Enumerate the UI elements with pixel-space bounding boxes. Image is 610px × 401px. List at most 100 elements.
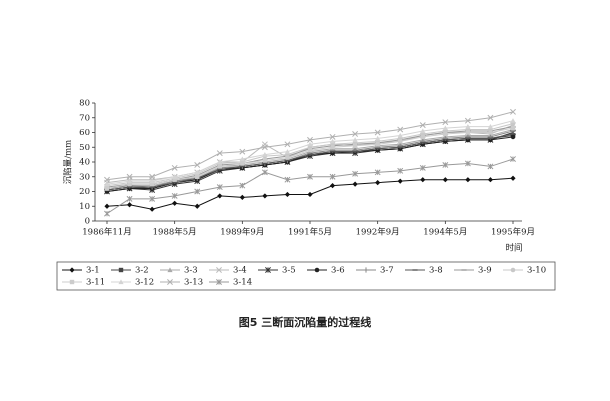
marker — [172, 174, 178, 179]
marker — [261, 169, 268, 176]
marker — [307, 191, 313, 198]
y-tick-label: 0 — [85, 217, 90, 227]
marker — [284, 149, 291, 154]
marker — [104, 210, 110, 217]
legend-marker — [69, 267, 75, 273]
marker — [172, 200, 178, 206]
marker — [443, 131, 448, 137]
legend-marker — [118, 267, 124, 273]
marker — [329, 138, 336, 144]
legend-label: 3-6 — [331, 266, 345, 276]
marker — [149, 178, 155, 184]
marker — [487, 177, 494, 183]
marker — [420, 134, 425, 140]
marker — [217, 164, 222, 169]
marker — [442, 177, 448, 183]
x-tick-label: 1995年9月 — [491, 227, 535, 238]
marker — [464, 117, 471, 124]
marker — [510, 156, 516, 163]
marker — [487, 163, 494, 170]
legend-marker — [314, 267, 320, 273]
marker — [510, 134, 516, 140]
marker — [149, 173, 156, 180]
marker — [217, 159, 223, 165]
legend-marker — [167, 267, 173, 273]
marker — [488, 130, 493, 135]
marker — [195, 174, 200, 179]
marker — [216, 184, 223, 191]
marker — [419, 164, 426, 171]
legend-label: 3-10 — [527, 266, 546, 276]
marker — [465, 177, 471, 183]
marker — [171, 192, 178, 199]
marker — [330, 145, 335, 150]
marker — [261, 144, 268, 151]
x-axis-label: 时间 — [505, 243, 522, 254]
marker — [465, 124, 471, 129]
legend-label: 3-4 — [233, 266, 247, 276]
x-tick-label: 1992年9月 — [356, 227, 400, 238]
x-tick-label: 1994年5月 — [423, 227, 467, 238]
marker — [487, 124, 494, 129]
marker — [374, 169, 381, 176]
marker — [397, 167, 404, 174]
caption: 图5 三断面沉陷量的过程线 — [239, 315, 371, 329]
legend-label: 3-7 — [380, 266, 394, 276]
marker — [285, 155, 290, 160]
y-tick-label: 70 — [79, 113, 90, 123]
marker — [194, 203, 200, 209]
marker — [149, 181, 155, 187]
y-tick-label: 80 — [79, 99, 90, 109]
legend-marker — [69, 279, 75, 285]
marker — [398, 139, 403, 144]
legend-label: 3-5 — [282, 266, 296, 276]
x-tick-label: 1988年5月 — [153, 227, 197, 238]
legend-label: 3-14 — [233, 278, 252, 288]
marker — [375, 180, 381, 186]
marker — [126, 178, 133, 184]
legend-label: 3-1 — [86, 266, 100, 276]
marker — [104, 181, 110, 187]
marker — [284, 191, 291, 198]
marker — [352, 131, 359, 137]
legend-label: 3-11 — [86, 278, 105, 288]
y-tick-label: 10 — [79, 202, 90, 212]
legend-marker — [216, 279, 222, 285]
marker — [352, 181, 358, 187]
marker — [284, 176, 291, 183]
marker — [465, 130, 471, 135]
marker — [352, 143, 358, 148]
x-tick-label: 1989年9月 — [220, 227, 264, 238]
marker — [397, 178, 403, 184]
y-axis-label: 沉陷量/mm — [63, 140, 74, 184]
marker — [329, 183, 336, 189]
marker — [352, 137, 358, 142]
marker — [510, 175, 516, 181]
marker — [375, 135, 381, 141]
marker — [126, 173, 133, 180]
marker — [262, 193, 268, 199]
marker — [420, 128, 426, 134]
marker — [104, 176, 110, 183]
marker — [487, 114, 494, 121]
marker — [397, 126, 404, 133]
marker — [510, 108, 516, 115]
marker — [420, 177, 426, 183]
marker — [217, 193, 223, 199]
marker — [149, 206, 155, 212]
legend-label: 3-3 — [184, 266, 198, 276]
marker — [329, 173, 336, 180]
marker — [510, 125, 516, 131]
marker — [307, 148, 313, 153]
y-tick-label: 20 — [79, 187, 90, 197]
marker — [375, 142, 380, 147]
legend-label: 3-2 — [135, 266, 149, 276]
y-tick-label: 30 — [79, 172, 90, 182]
legend-marker — [363, 267, 369, 273]
marker — [216, 150, 223, 157]
marker — [194, 169, 200, 175]
x-tick-label: 1986年11月 — [82, 227, 131, 238]
marker — [397, 132, 403, 138]
marker — [194, 188, 201, 195]
legend-label: 3-13 — [184, 278, 203, 288]
